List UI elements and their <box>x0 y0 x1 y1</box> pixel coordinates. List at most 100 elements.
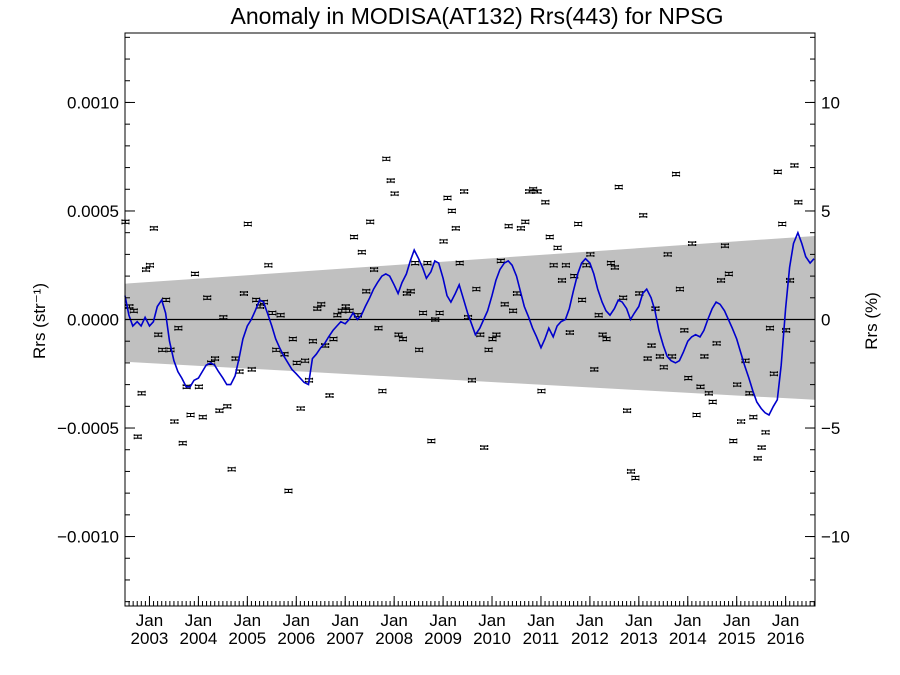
x-tick-month-0: Jan <box>136 611 163 630</box>
data-point-145 <box>712 340 721 346</box>
data-point-2 <box>129 308 138 314</box>
data-point-1 <box>125 303 134 309</box>
data-point-112 <box>578 297 587 303</box>
data-point-94 <box>504 223 513 229</box>
data-point-29 <box>239 290 248 296</box>
x-tick-year-11: 2014 <box>669 629 707 648</box>
x-tick-year-1: 2004 <box>179 629 217 648</box>
data-point-109 <box>565 330 574 336</box>
data-point-32 <box>252 297 261 303</box>
data-point-30 <box>243 221 252 227</box>
data-point-61 <box>370 267 379 273</box>
data-point-74 <box>423 260 432 266</box>
data-point-67 <box>394 332 403 338</box>
x-tick-year-12: 2015 <box>718 629 756 648</box>
data-point-98 <box>521 219 530 225</box>
data-point-48 <box>317 301 326 307</box>
x-tick-year-10: 2013 <box>620 629 658 648</box>
data-point-137 <box>680 327 689 333</box>
left-tick-label-0: 0.0010 <box>67 93 119 112</box>
data-point-14 <box>178 440 187 446</box>
data-point-89 <box>484 347 493 353</box>
right-tick-label-0: 10 <box>821 93 840 112</box>
x-tick-month-4: Jan <box>332 611 359 630</box>
data-point-43 <box>296 405 305 411</box>
data-point-93 <box>500 301 509 307</box>
data-point-71 <box>411 260 420 266</box>
data-point-147 <box>720 243 730 249</box>
data-point-90 <box>488 336 497 342</box>
data-point-4 <box>137 390 146 396</box>
data-point-75 <box>427 438 436 444</box>
data-point-55 <box>345 308 354 314</box>
data-point-143 <box>704 390 713 396</box>
x-tick-year-8: 2011 <box>523 629 560 648</box>
left-tick-label-1: 0.0005 <box>67 202 119 221</box>
data-point-111 <box>574 221 583 227</box>
data-point-115 <box>590 366 599 372</box>
data-point-129 <box>647 343 656 349</box>
data-point-107 <box>557 277 567 283</box>
data-point-26 <box>227 466 236 472</box>
data-point-163 <box>785 277 795 283</box>
x-tick-year-4: 2007 <box>326 629 364 648</box>
data-point-155 <box>753 455 762 461</box>
data-point-108 <box>561 262 570 268</box>
data-point-102 <box>537 388 546 394</box>
data-point-7 <box>149 225 158 231</box>
right-tick-label-3: −5 <box>821 419 840 438</box>
data-point-161 <box>778 221 787 227</box>
data-point-46 <box>308 338 317 344</box>
data-point-134 <box>668 353 677 359</box>
x-tick-month-1: Jan <box>185 611 212 630</box>
data-point-65 <box>386 178 395 184</box>
data-point-138 <box>684 375 693 381</box>
data-point-47 <box>313 306 322 312</box>
data-point-51 <box>329 336 338 342</box>
right-tick-label-2: 0 <box>821 311 830 330</box>
data-point-64 <box>382 156 391 162</box>
x-tick-year-2: 2005 <box>228 629 266 648</box>
data-point-164 <box>790 162 799 168</box>
data-point-92 <box>496 258 505 264</box>
data-point-124 <box>626 468 636 474</box>
data-point-146 <box>716 277 726 283</box>
left-axis-title: Rrs (str⁻¹) <box>30 283 49 359</box>
data-point-140 <box>692 412 701 418</box>
data-point-101 <box>533 188 542 194</box>
data-point-121 <box>614 184 623 190</box>
data-point-3 <box>133 434 142 440</box>
data-point-16 <box>186 412 195 418</box>
data-point-53 <box>337 308 346 314</box>
data-point-131 <box>655 353 664 359</box>
left-tick-label-3: −0.0005 <box>57 419 119 438</box>
x-tick-month-9: Jan <box>576 611 603 630</box>
data-point-120 <box>610 264 619 270</box>
data-point-17 <box>190 271 200 277</box>
data-point-91 <box>492 332 501 338</box>
x-tick-month-11: Jan <box>674 611 701 630</box>
data-point-81 <box>451 225 460 231</box>
data-point-68 <box>398 336 408 342</box>
data-point-86 <box>472 286 481 292</box>
data-point-13 <box>174 325 183 331</box>
data-point-123 <box>623 408 632 414</box>
x-tick-month-3: Jan <box>283 611 310 630</box>
data-point-95 <box>509 308 518 314</box>
data-point-114 <box>586 251 595 257</box>
data-point-142 <box>700 353 709 359</box>
x-tick-year-7: 2010 <box>473 629 511 648</box>
x-tick-month-10: Jan <box>625 611 652 630</box>
smoothed-line <box>124 230 815 417</box>
data-point-5 <box>141 267 151 273</box>
x-tick-year-3: 2006 <box>277 629 315 648</box>
data-point-125 <box>631 475 640 481</box>
data-point-135 <box>671 171 681 177</box>
data-point-78 <box>439 238 448 244</box>
data-point-128 <box>643 356 652 362</box>
data-point-151 <box>737 419 746 425</box>
data-point-31 <box>247 366 256 372</box>
data-point-165 <box>794 199 803 205</box>
x-tick-month-2: Jan <box>234 611 261 630</box>
data-point-160 <box>773 169 782 175</box>
